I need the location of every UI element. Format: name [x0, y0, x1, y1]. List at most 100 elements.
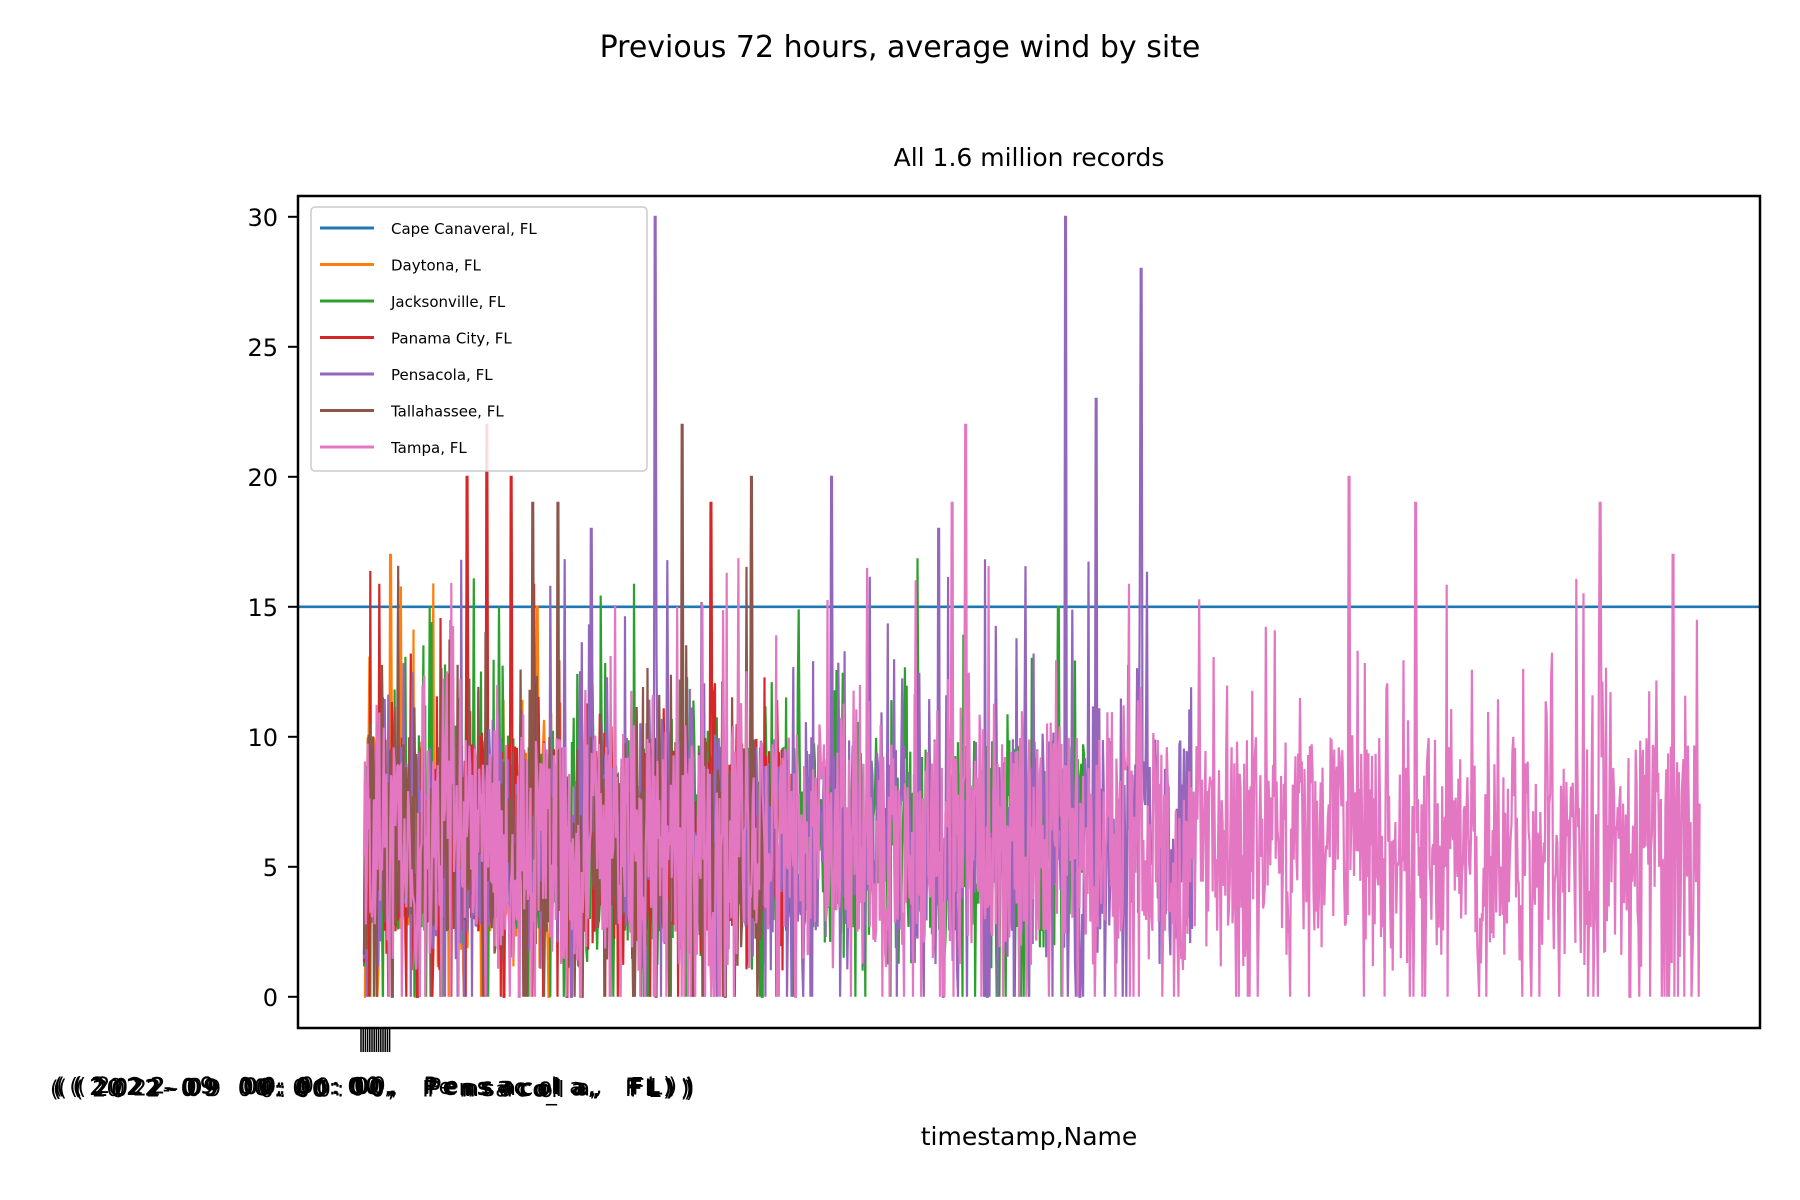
x-tick-glyph: - — [166, 1076, 174, 1101]
x-tick-glyph: 0 — [258, 1076, 272, 1101]
x-tick-glyph: _ — [545, 1081, 558, 1106]
x-tick-glyph: L — [647, 1074, 660, 1099]
x-tick-glyph: 0 — [187, 1077, 201, 1102]
x-tick-glyph: : — [278, 1075, 285, 1100]
x-tick-glyph: , — [391, 1076, 398, 1101]
x-tick-glyph: P — [422, 1078, 435, 1103]
legend: Cape Canaveral, FL Daytona, FL Jacksonvill… — [310, 206, 648, 472]
x-tick-glyph: ( — [73, 1074, 82, 1099]
x-tick-glyph: ( — [53, 1077, 62, 1102]
x-tick-glyph: l — [553, 1075, 559, 1100]
chart-title: All 1.6 million records — [894, 143, 1165, 172]
x-tick-glyph: l — [554, 1076, 560, 1101]
x-tick-glyph: 0 — [111, 1078, 125, 1103]
x-tick-glyph: c — [521, 1076, 533, 1101]
x-tick-glyph: L — [648, 1078, 661, 1103]
x-tick-glyph: 0 — [238, 1077, 252, 1102]
legend-item: Jacksonville, FL — [320, 293, 506, 311]
x-tick-glyph: , — [390, 1074, 397, 1099]
x-tick-glyph: e — [444, 1075, 458, 1100]
legend-label: Jacksonville, FL — [390, 293, 506, 311]
x-tick-glyph: 0 — [366, 1074, 380, 1099]
x-tick-glyph: 0 — [300, 1074, 314, 1099]
x-tick-glyph: 0 — [349, 1075, 363, 1100]
series-layer — [298, 215, 1760, 998]
x-tick-glyph: 0 — [296, 1074, 310, 1099]
legend-item: Panama City, FL — [320, 330, 512, 348]
x-tick-glyph: e — [445, 1074, 459, 1099]
x-tick-glyph: 2 — [146, 1077, 160, 1102]
x-tick-glyph: : — [279, 1078, 286, 1103]
y-tick-label-10: 10 — [247, 724, 278, 752]
x-tick-glyph: : — [329, 1075, 336, 1100]
x-tick-glyph: , — [595, 1075, 602, 1100]
x-axis-label: timestamp,Name — [921, 1122, 1138, 1151]
x-tick-glyph: o — [538, 1075, 551, 1100]
x-tick-glyph: 0 — [106, 1077, 120, 1102]
x-tick-glyph: F — [629, 1077, 642, 1102]
x-tick-glyph: s — [481, 1074, 492, 1099]
x-tick-glyph: 2 — [96, 1074, 110, 1099]
x-tick-glyph: F — [625, 1075, 638, 1100]
x-tick-glyph: 0 — [296, 1078, 310, 1103]
x-tick-glyph: ( — [77, 1075, 86, 1100]
x-tick-glyph: ) — [681, 1078, 690, 1103]
x-tick-glyph: , — [593, 1077, 600, 1102]
x-tick-glyph: a — [573, 1076, 586, 1101]
x-tick-glyph: ( — [54, 1075, 63, 1100]
legend-item: Tampa, FL — [320, 439, 467, 457]
legend-label: Pensacola, FL — [391, 366, 493, 384]
x-tick-glyph: ( — [69, 1075, 78, 1100]
x-tick-glyph: ( — [58, 1077, 67, 1102]
x-tick-glyph: 0 — [351, 1075, 365, 1100]
x-tick-glyph: 0 — [238, 1075, 252, 1100]
x-tick-glyph: 2 — [90, 1075, 104, 1100]
x-tick-glyph: ) — [668, 1074, 677, 1099]
x-tick-glyph: 0 — [371, 1078, 385, 1103]
x-tick-glyph: L — [647, 1076, 660, 1101]
x-tick-glyph: ) — [665, 1076, 674, 1101]
x-tick-glyph: 0 — [260, 1078, 274, 1103]
x-tick-glyph: l — [551, 1075, 557, 1100]
x-tick-glyph: n — [459, 1076, 473, 1101]
x-tick-glyph: 0 — [351, 1077, 365, 1102]
x-tick-glyph: , — [592, 1077, 599, 1102]
x-tick-glyph: 9 — [204, 1077, 218, 1102]
plot-area-frame — [296, 194, 1762, 1030]
x-tick-glyph: 9 — [200, 1074, 214, 1099]
y-tick-label-30: 30 — [247, 204, 278, 232]
x-tick-glyph: 9 — [205, 1076, 219, 1101]
x-tick-glyph: 2 — [126, 1076, 140, 1101]
x-tick-glyph: s — [482, 1077, 493, 1102]
legend-item: Daytona, FL — [320, 257, 482, 275]
x-tick-glyph: , — [384, 1075, 391, 1100]
x-tick-glyph: 0 — [188, 1076, 202, 1101]
x-tick-glyph: 0 — [114, 1076, 128, 1101]
x-tick-glyph: P — [424, 1074, 437, 1099]
x-tick-glyph: F — [625, 1077, 638, 1102]
x-tick-glyph: a — [577, 1076, 590, 1101]
legend-label: Cape Canaveral, FL — [391, 220, 537, 238]
x-tick-glyph: 0 — [111, 1078, 125, 1103]
x-tick-glyph: o — [539, 1078, 552, 1103]
x-tick-glyph: F — [630, 1078, 643, 1103]
x-tick-glyph: 0 — [254, 1076, 268, 1101]
x-tick-glyph: l — [551, 1078, 557, 1103]
x-tick-glyph: c — [516, 1076, 528, 1101]
x-tick-glyph: , — [388, 1078, 395, 1103]
x-tick-glyph: 0 — [313, 1077, 327, 1102]
x-tick-glyph: n — [465, 1077, 479, 1102]
x-tick-glyph: 9 — [207, 1077, 221, 1102]
x-tick-glyph: 0 — [317, 1077, 331, 1102]
x-tick-glyph: n — [461, 1076, 475, 1101]
x-tick-glyph: 2 — [129, 1076, 143, 1101]
x-tick-glyph: o — [534, 1077, 547, 1102]
x-tick-glyph: 0 — [292, 1076, 306, 1101]
x-tick-glyph: e — [439, 1075, 453, 1100]
x-tick-glyph: ) — [663, 1074, 672, 1099]
x-tick-glyph: e — [444, 1074, 458, 1099]
x-tick-glyph: 0 — [261, 1076, 275, 1101]
y-axis: 0 5 10 15 20 25 30 — [247, 204, 298, 1012]
